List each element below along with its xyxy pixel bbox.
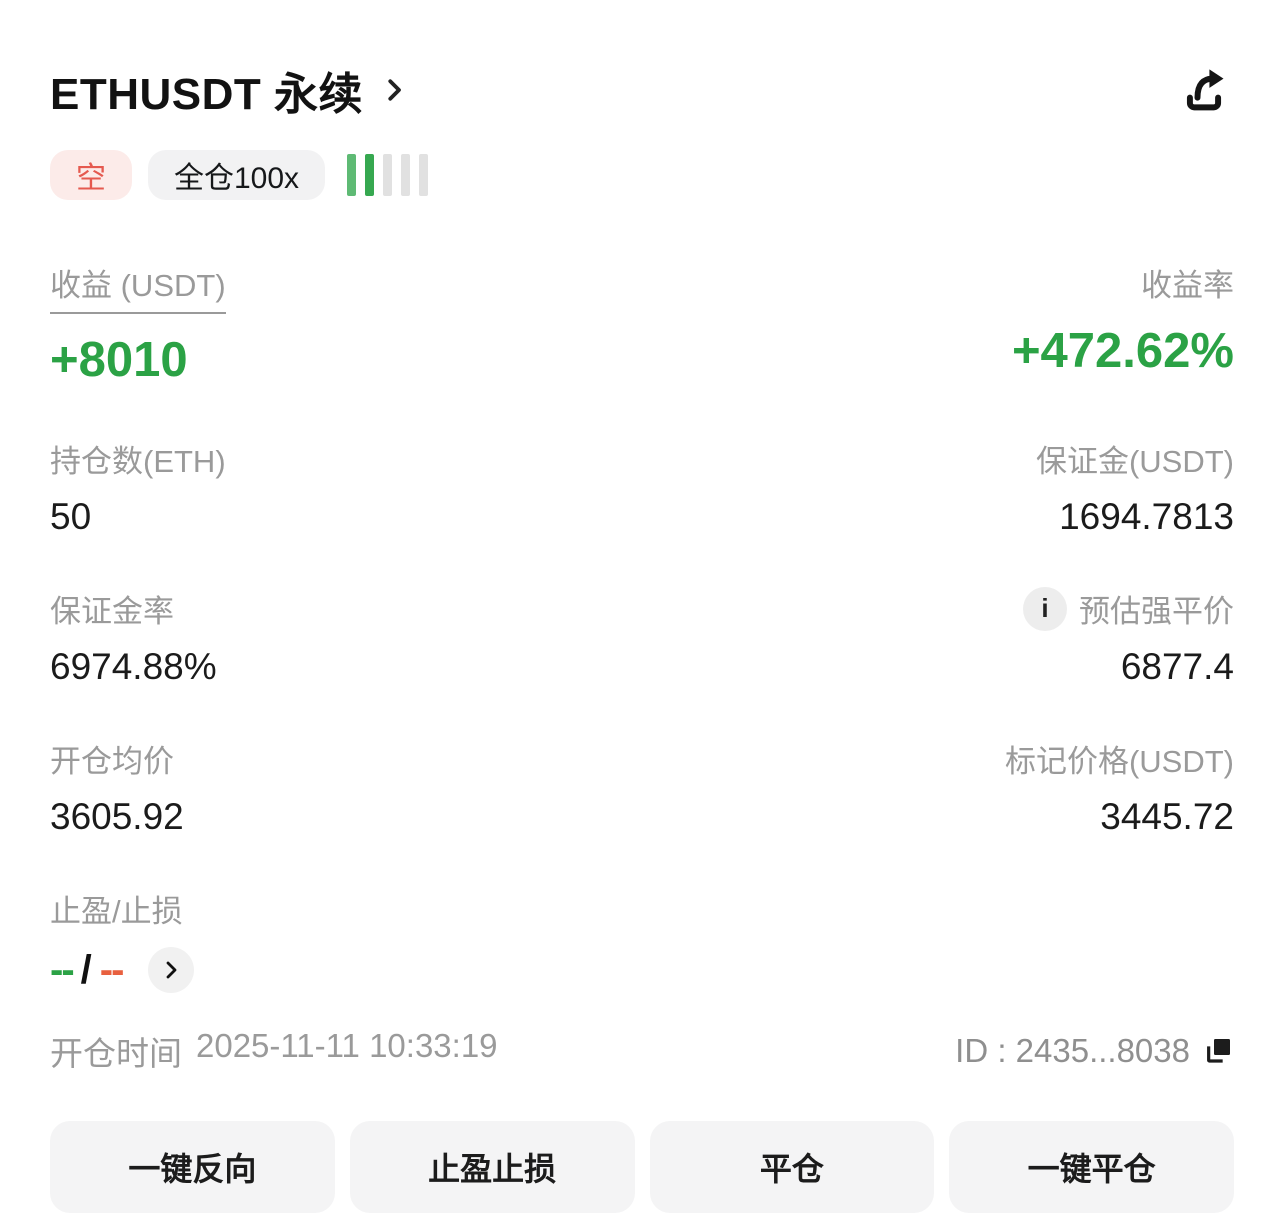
stats-grid: 收益 (USDT) +8010 收益率 +472.62% 持仓数(ETH) 50… bbox=[50, 260, 1234, 993]
roe-cell: 收益率 +472.62% bbox=[1012, 260, 1234, 379]
mark-price-cell: 标记价格(USDT) 3445.72 bbox=[1005, 736, 1234, 838]
tpsl-chevron-icon[interactable] bbox=[148, 947, 195, 993]
risk-bar bbox=[401, 154, 411, 196]
open-time-value: 2025-11-11 10:33:19 bbox=[196, 1027, 498, 1064]
actions-row: 一键反向 止盈止损 平仓 一键平仓 bbox=[50, 1121, 1234, 1213]
take-profit-value: -- bbox=[50, 947, 75, 992]
open-time-label: 开仓时间 bbox=[50, 1035, 182, 1072]
liq-price-cell: i 预估强平价 6877.4 bbox=[1023, 586, 1234, 688]
share-icon[interactable] bbox=[1174, 60, 1234, 120]
position-size-label: 持仓数(ETH) bbox=[50, 444, 226, 479]
close-all-button[interactable]: 一键平仓 bbox=[949, 1121, 1234, 1213]
stat-row-tpsl: 止盈/止损 -- / -- bbox=[50, 886, 1234, 993]
pnl-cell: 收益 (USDT) +8010 bbox=[50, 260, 226, 388]
tpsl-cell: 止盈/止损 -- / -- bbox=[50, 886, 195, 993]
roe-value: +472.62% bbox=[1011, 324, 1234, 378]
risk-bar bbox=[347, 154, 357, 196]
margin-value: 1694.7813 bbox=[1059, 496, 1234, 537]
risk-bar bbox=[383, 154, 393, 196]
header: ETHUSDT 永续 bbox=[50, 58, 1234, 122]
side-badge: 空 bbox=[50, 150, 132, 200]
position-size-cell: 持仓数(ETH) 50 bbox=[50, 436, 226, 538]
margin-ratio-value: 6974.88% bbox=[50, 646, 217, 687]
tpsl-value: -- / -- bbox=[50, 947, 195, 993]
margin-ratio-label: 保证金率 bbox=[50, 594, 174, 629]
margin-leverage-badge[interactable]: 全仓100x bbox=[148, 150, 326, 200]
margin-label: 保证金(USDT) bbox=[1035, 444, 1234, 479]
mark-price-label: 标记价格(USDT) bbox=[1004, 744, 1234, 779]
info-icon[interactable]: i bbox=[1023, 586, 1067, 631]
mark-price-value: 3445.72 bbox=[1100, 796, 1234, 837]
badges-row: 空 全仓100x bbox=[50, 150, 1234, 200]
symbol-chevron-icon[interactable] bbox=[379, 75, 409, 105]
roe-label: 收益率 bbox=[1141, 268, 1234, 303]
stat-row-pnl: 收益 (USDT) +8010 收益率 +472.62% bbox=[50, 260, 1234, 388]
meta-row: 开仓时间 2025-11-11 10:33:19 ID : 2435...803… bbox=[50, 1027, 1234, 1075]
tpsl-button[interactable]: 止盈止损 bbox=[349, 1121, 635, 1213]
margin-ratio-cell: 保证金率 6974.88% bbox=[50, 586, 217, 688]
pnl-value: +8010 bbox=[50, 333, 188, 387]
entry-price-label: 开仓均价 bbox=[50, 744, 174, 779]
position-id-wrap: ID : 2435...8038 bbox=[955, 1032, 1234, 1070]
stat-row-ratio-liq: 保证金率 6974.88% i 预估强平价 6877.4 bbox=[50, 586, 1234, 688]
tpsl-label: 止盈/止损 bbox=[50, 894, 183, 929]
margin-cell: 保证金(USDT) 1694.7813 bbox=[1036, 436, 1234, 538]
stat-row-entry-mark: 开仓均价 3605.92 标记价格(USDT) 3445.72 bbox=[50, 736, 1234, 838]
liq-price-value: 6877.4 bbox=[1120, 646, 1234, 687]
close-position-button[interactable]: 平仓 bbox=[649, 1121, 935, 1213]
risk-bar bbox=[365, 154, 375, 196]
open-time: 开仓时间 2025-11-11 10:33:19 bbox=[50, 1027, 498, 1075]
symbol-title: ETHUSDT 永续 bbox=[50, 70, 363, 119]
pnl-label[interactable]: 收益 (USDT) bbox=[50, 260, 226, 314]
stat-row-size-margin: 持仓数(ETH) 50 保证金(USDT) 1694.7813 bbox=[50, 436, 1234, 538]
entry-price-value: 3605.92 bbox=[50, 796, 184, 837]
tpsl-separator: / bbox=[80, 947, 92, 992]
risk-bar bbox=[419, 154, 429, 196]
copy-icon[interactable] bbox=[1202, 1035, 1234, 1067]
reverse-position-button[interactable]: 一键反向 bbox=[50, 1121, 335, 1213]
liq-price-label: i 预估强平价 bbox=[1023, 586, 1234, 631]
position-size-value: 50 bbox=[50, 496, 92, 537]
entry-price-cell: 开仓均价 3605.92 bbox=[50, 736, 184, 838]
stop-loss-value: -- bbox=[99, 947, 125, 992]
position-id: ID : 2435...8038 bbox=[955, 1032, 1190, 1069]
leverage-risk-bars bbox=[347, 154, 429, 196]
